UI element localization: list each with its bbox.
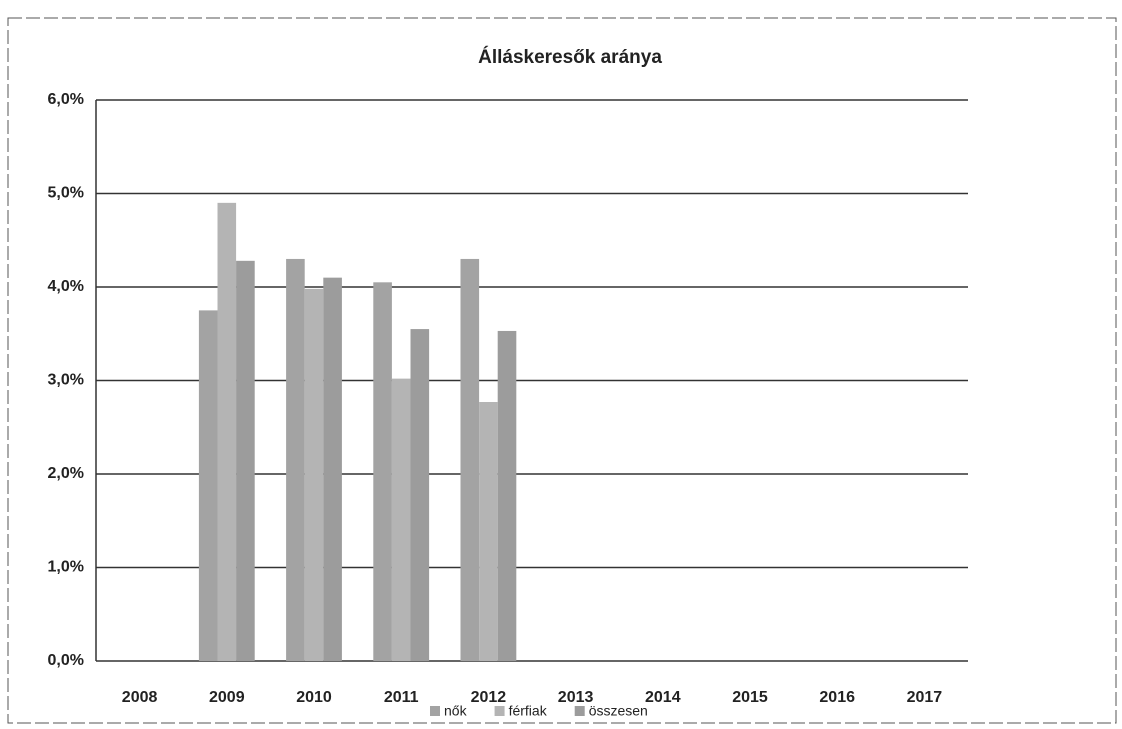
legend-swatch — [430, 706, 440, 716]
bar — [286, 258, 305, 661]
bar — [373, 282, 392, 661]
y-tick-label: 1,0% — [48, 559, 84, 576]
bar — [304, 288, 324, 661]
bar — [236, 260, 255, 661]
bar — [198, 310, 218, 661]
x-tick-label: 2011 — [384, 689, 419, 706]
x-tick-label: 2012 — [471, 689, 507, 706]
bar — [479, 402, 498, 661]
chart-frame — [7, 17, 1117, 724]
legend-swatch — [494, 706, 505, 716]
x-tick-label: 2009 — [209, 689, 245, 706]
bar — [391, 378, 411, 661]
legend-swatch — [574, 706, 585, 716]
x-tick-label: 2010 — [296, 689, 332, 706]
bar — [217, 202, 237, 661]
x-tick-label: 2013 — [558, 689, 594, 706]
y-tick-label: 5,0% — [48, 185, 84, 202]
bar — [460, 258, 480, 661]
x-tick-label: 2015 — [732, 689, 768, 706]
y-tick-label: 4,0% — [48, 278, 84, 295]
bar — [497, 330, 517, 661]
x-tick-label: 2016 — [819, 689, 855, 706]
y-tick-label: 2,0% — [48, 465, 84, 482]
bar — [323, 277, 342, 661]
x-tick-label: 2014 — [645, 689, 681, 706]
y-tick-label: 0,0% — [48, 652, 84, 669]
chart-title: Álláskeresők aránya — [478, 46, 662, 68]
x-tick-label: 2008 — [122, 689, 158, 706]
bar — [410, 329, 430, 661]
x-tick-label: 2017 — [907, 689, 943, 706]
y-tick-label: 3,0% — [48, 372, 84, 389]
legend-label: összesen — [589, 703, 648, 719]
y-tick-label: 6,0% — [48, 91, 84, 108]
legend-label: férfiak — [509, 703, 548, 719]
legend-label: nők — [444, 703, 468, 719]
